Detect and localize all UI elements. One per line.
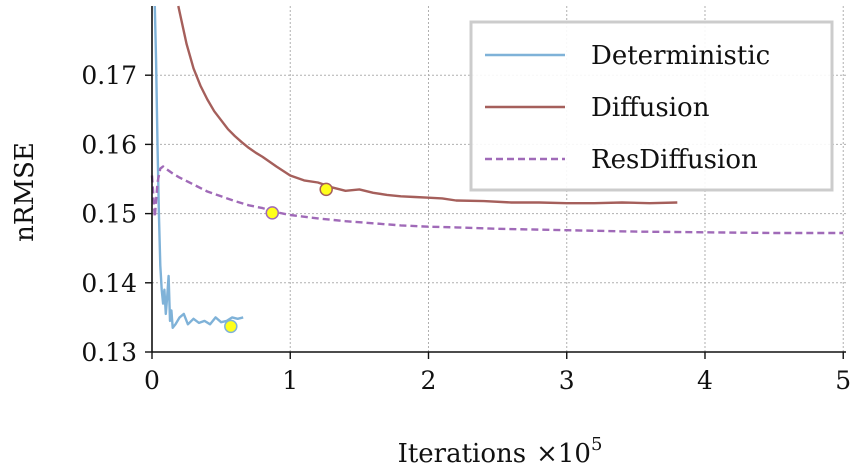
x-tick-label-5: 5	[835, 366, 851, 395]
x-axis-title-multiplier: ×10	[536, 439, 591, 469]
legend-label-deterministic: Deterministic	[591, 41, 770, 71]
x-axis-title-label: Iterations	[398, 439, 527, 469]
x-tick-label-0: 0	[144, 366, 160, 395]
best-point-marker-resdiffusion	[265, 206, 280, 220]
best-point-marker-deterministic	[224, 319, 238, 334]
x-tick-label-3: 3	[559, 366, 575, 395]
ticks: 0 1 2 3 4 5 0.13 0.14 0.15 0.16 0.17	[81, 61, 851, 395]
y-tick-label-3: 0.16	[81, 130, 137, 159]
x-axis-title-exponent: 5	[591, 434, 602, 455]
axes	[151, 6, 846, 353]
x-tick-label-4: 4	[697, 366, 713, 395]
series-line-deterministic	[153, 5, 244, 329]
y-tick-label-1: 0.14	[81, 269, 137, 298]
x-tick-label-2: 2	[421, 366, 437, 395]
markers-layer	[224, 182, 333, 334]
best-point-marker-diffusion	[319, 182, 333, 197]
y-tick-label-4: 0.17	[81, 61, 137, 90]
y-tick-label-2: 0.15	[81, 200, 137, 229]
legend-label-diffusion: Diffusion	[591, 93, 710, 123]
y-axis-title: nRMSE	[10, 142, 40, 242]
x-axis-title: Iterations ×105	[398, 434, 603, 469]
y-tick-label-0: 0.13	[81, 338, 137, 367]
x-tick-label-1: 1	[282, 366, 298, 395]
legend: Deterministic Diffusion ResDiffusion	[469, 20, 834, 192]
legend-label-resdiffusion: ResDiffusion	[591, 145, 758, 175]
